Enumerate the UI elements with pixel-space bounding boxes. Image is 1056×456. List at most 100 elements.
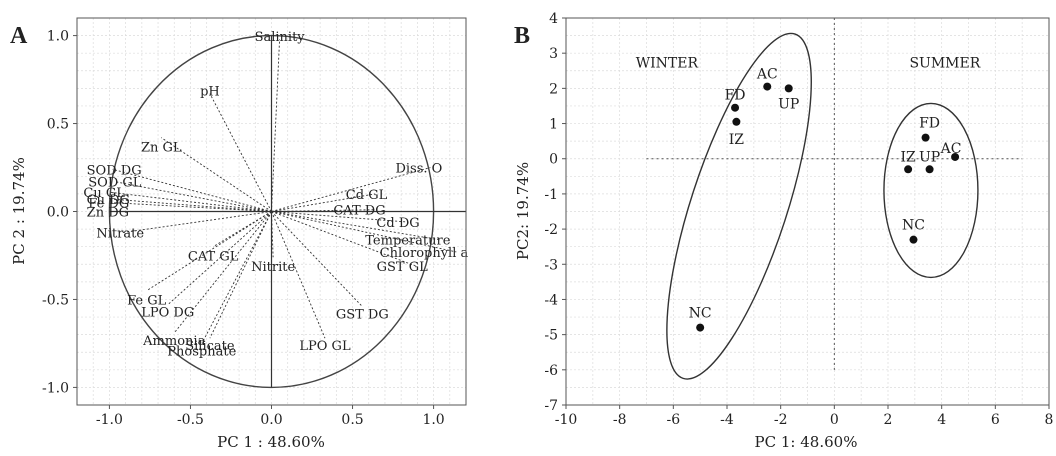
panel-b-x-axis-label: PC 1: 48.60% (755, 433, 858, 451)
loading-vector (271, 211, 439, 241)
loading-label: Diss. O (395, 162, 442, 177)
panel-b-letter: B (514, 23, 530, 49)
loading-vector (271, 211, 408, 223)
y-tick-label: 1.0 (47, 29, 69, 45)
y-tick-label: -3 (544, 257, 558, 273)
score-point-label: UP (919, 149, 940, 165)
score-point (732, 117, 741, 126)
loading-vector (109, 191, 272, 212)
loading-label: Fe GL (127, 294, 167, 309)
loading-label: Chlorophyll a (380, 246, 469, 261)
score-point-label: NC (689, 306, 712, 322)
score-point (763, 82, 772, 91)
score-point (909, 235, 918, 244)
panel-b-grid (566, 18, 1049, 405)
y-tick-label: -1 (544, 187, 558, 203)
x-tick-label: -8 (613, 412, 627, 428)
y-tick-label: 3 (549, 46, 558, 62)
loading-label: Cu DG (87, 193, 130, 208)
panel-b-frame (565, 17, 1050, 406)
y-tick-label: -0.5 (42, 292, 69, 308)
loading-vector (271, 39, 281, 212)
loading-label: Salinity (255, 30, 306, 45)
score-point (731, 103, 740, 112)
x-tick-label: -6 (667, 412, 681, 428)
score-point (904, 165, 913, 174)
loading-label: LPO DG (141, 306, 194, 321)
score-point-label: IZ (729, 132, 745, 148)
loading-label: LPO GL (299, 339, 351, 354)
score-point (784, 84, 793, 93)
x-tick-label: -4 (720, 412, 734, 428)
score-point (951, 152, 960, 161)
score-point-label: FD (919, 116, 940, 132)
loading-label: CAT GL (188, 250, 239, 265)
panel-a-y-axis-label: PC 2 : 19.74% (10, 157, 28, 265)
loading-vector (173, 211, 272, 334)
loading-label: GST GL (377, 260, 428, 275)
x-tick-label: -0.5 (177, 412, 204, 428)
loading-vector (271, 211, 457, 253)
loading-vector (271, 211, 363, 307)
loading-vector (146, 211, 272, 292)
y-tick-label: 0 (549, 152, 558, 168)
loading-label: Silicate (185, 339, 235, 354)
loading-vector (114, 202, 272, 212)
y-tick-label: 2 (549, 81, 558, 97)
score-point (925, 165, 934, 174)
loading-vector (122, 211, 272, 234)
x-tick-label: 0 (830, 412, 839, 428)
loading-vector (167, 211, 272, 306)
loading-label: CAT DG (333, 204, 385, 219)
y-tick-label: -4 (544, 292, 558, 308)
loading-label: Temperature (365, 234, 450, 249)
loading-label: Ammonia (142, 334, 205, 349)
loading-vector (212, 211, 272, 248)
y-tick-label: -2 (544, 222, 558, 238)
winter-group-ellipse (666, 32, 812, 380)
panel-b-y-axis-label: PC2: 19.74% (514, 162, 532, 260)
loading-label: pH (200, 85, 220, 100)
score-point-label: UP (778, 96, 799, 112)
x-tick-label: 1.0 (422, 412, 444, 428)
loading-vector (271, 211, 326, 339)
panel-b-ticks: -10 -8 -6 -4 -2 0 2 4 6 8 4 3 2 1 0 -1 -2 -3 -4 -5 -6 -7 (544, 11, 1053, 428)
winter-group-label: WINTER (636, 55, 699, 71)
y-tick-label: -5 (544, 328, 558, 344)
x-tick-label: 6 (991, 412, 1000, 428)
summer-group-ellipse (883, 102, 979, 279)
loading-vector (271, 209, 374, 212)
y-tick-label: 0.0 (47, 205, 69, 221)
score-point-label: AC (756, 67, 778, 83)
panel-a-ticks: -1.0 -0.5 0.0 0.5 1.0 -1.0 -0.5 0.0 0.5 1.0 (42, 29, 445, 428)
y-tick-label: 4 (549, 11, 558, 27)
loading-label: Cu GL (83, 186, 125, 201)
loading-vector (201, 211, 272, 344)
score-point (696, 323, 705, 332)
y-tick-label: 1 (549, 117, 558, 133)
loading-label: Nitrite (251, 260, 295, 275)
x-tick-label: 2 (884, 412, 893, 428)
loading-label: Zn GL (141, 141, 182, 156)
summer-group-label: SUMMER (909, 55, 980, 71)
loading-vector (112, 168, 272, 212)
loading-label: SOD GL (88, 176, 142, 191)
loading-label: Zn DG (87, 206, 129, 221)
loading-label: Cd GL (346, 188, 388, 203)
x-tick-label: 0.0 (260, 412, 282, 428)
score-point-label: NC (902, 218, 925, 234)
score-point (921, 133, 930, 142)
loading-vector (271, 211, 416, 267)
x-tick-label: 4 (937, 412, 946, 428)
loading-vector (209, 211, 272, 339)
score-point-label: AC (940, 141, 962, 157)
loading-label: Nitrate (96, 227, 144, 242)
score-point-label: FD (725, 88, 746, 104)
loading-label: SOD DG (87, 163, 142, 178)
loading-vector (112, 198, 272, 212)
y-tick-label: 0.5 (47, 117, 69, 133)
